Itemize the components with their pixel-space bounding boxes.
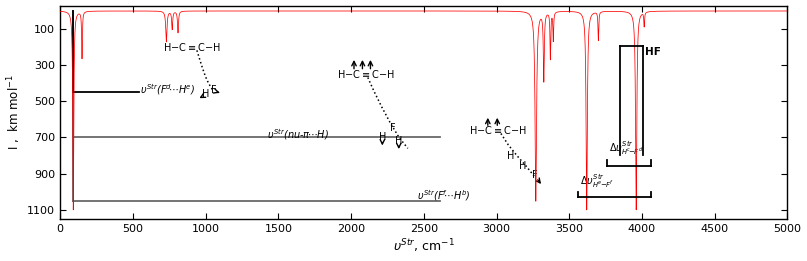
Y-axis label: I ,  km mol$^{-1}$: I , km mol$^{-1}$: [6, 74, 23, 150]
Text: HF: HF: [646, 47, 662, 57]
Text: $\Delta\upsilon^{Str}_{H^e\!\!-\!\!F^f}$: $\Delta\upsilon^{Str}_{H^e\!\!-\!\!F^f}$: [579, 172, 613, 190]
Text: $\upsilon^{Str}$(nu-$\pi\!\cdots$H): $\upsilon^{Str}$(nu-$\pi\!\cdots$H): [267, 127, 328, 142]
Text: F: F: [532, 170, 537, 180]
Text: H: H: [378, 133, 386, 143]
Text: F: F: [390, 123, 395, 133]
Text: H: H: [519, 161, 526, 171]
Text: F: F: [211, 85, 216, 94]
Text: H: H: [507, 151, 515, 161]
Text: H$-$C$\equiv$C$-$H: H$-$C$\equiv$C$-$H: [163, 41, 220, 53]
X-axis label: $\upsilon^{Str}$, cm$^{-1}$: $\upsilon^{Str}$, cm$^{-1}$: [393, 238, 455, 256]
Text: H: H: [202, 89, 209, 99]
Text: $\upsilon^{Str}$(F$^f\!\cdots$H$^b$): $\upsilon^{Str}$(F$^f\!\cdots$H$^b$): [417, 188, 470, 203]
Text: H: H: [395, 136, 403, 146]
Text: $\upsilon^{Str}$(F$^d\!\cdots$H$^e$): $\upsilon^{Str}$(F$^d\!\cdots$H$^e$): [140, 82, 195, 97]
Text: $\Delta\upsilon^{Str}_{H^c\!\!-\!\!F^d}$: $\Delta\upsilon^{Str}_{H^c\!\!-\!\!F^d}$: [608, 140, 643, 157]
Text: H$-$C$\equiv$C$-$H: H$-$C$\equiv$C$-$H: [337, 68, 394, 80]
Text: H$-$C$\equiv$C$-$H: H$-$C$\equiv$C$-$H: [469, 124, 527, 136]
